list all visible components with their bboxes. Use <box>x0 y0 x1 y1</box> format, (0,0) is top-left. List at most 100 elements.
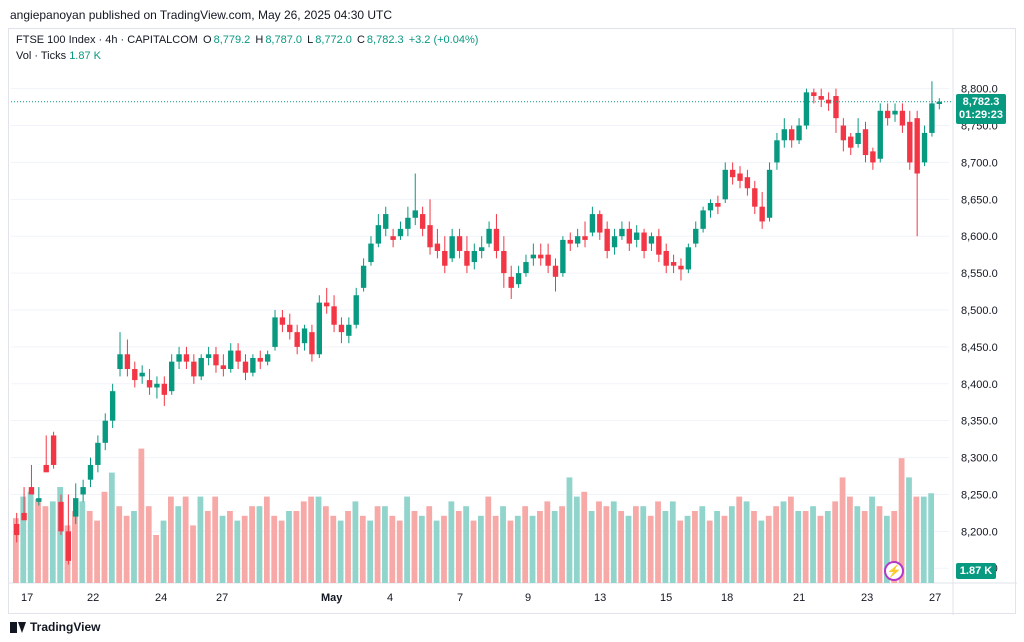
volume-bar <box>463 506 470 583</box>
volume-bar <box>278 520 285 583</box>
candle-body <box>95 442 101 465</box>
candle-body <box>574 236 581 244</box>
y-tick-label: 8,400.0 <box>961 379 998 391</box>
candle-body <box>434 243 441 251</box>
candle-body <box>825 99 832 104</box>
x-tick-label: 15 <box>660 592 672 604</box>
candle-body <box>833 96 839 119</box>
volume-bar <box>271 515 278 583</box>
volume-legend[interactable]: Vol · Ticks 1.87 K <box>16 50 101 62</box>
volume-bar <box>145 506 152 583</box>
candle-body <box>479 247 485 251</box>
footer-brand[interactable]: TradingView <box>10 620 100 634</box>
y-tick-label: 8,450.0 <box>961 342 998 354</box>
candle-body <box>36 498 42 502</box>
volume-bar <box>537 511 543 583</box>
volume-bar <box>839 477 846 583</box>
symbol-legend[interactable]: FTSE 100 Index · 4h · CAPITALCOM O 8,779.… <box>16 34 480 46</box>
candle-body <box>257 357 263 362</box>
y-tick-label: 8,700.0 <box>961 157 998 169</box>
x-tick-label: 7 <box>457 592 463 604</box>
volume-bar <box>441 515 447 583</box>
candle-body <box>464 250 470 266</box>
y-tick-label: 8,500.0 <box>961 305 998 317</box>
volume-bar <box>581 491 588 583</box>
volume-bar <box>854 506 861 583</box>
volume-bar <box>72 511 78 583</box>
candle-body <box>375 225 382 244</box>
volume-bar <box>168 496 174 583</box>
x-tick-label: 9 <box>525 592 531 604</box>
volume-bar <box>455 511 462 583</box>
candle-body <box>316 302 322 355</box>
candle-body <box>899 110 906 126</box>
volume-bar <box>728 506 735 583</box>
candle-body <box>604 228 610 251</box>
volume-bar <box>263 496 270 583</box>
candle-body <box>169 361 175 392</box>
volume-bar <box>603 506 610 583</box>
candle-body <box>205 354 212 358</box>
candle-body <box>648 236 655 244</box>
candle-body <box>220 365 227 370</box>
candle-body <box>515 273 522 285</box>
candle-body <box>301 328 308 344</box>
chart-pane[interactable]: 8,800.0 8,750.0 8,700.0 8,650.0 8,600.0 8,550… <box>8 28 1017 615</box>
volume-bar <box>190 525 196 583</box>
x-tick-label: 13 <box>594 592 606 604</box>
candle-body <box>493 228 500 251</box>
candle-body <box>936 101 942 104</box>
volume-bar <box>898 458 905 583</box>
candle-body <box>774 140 780 163</box>
candle-body <box>124 354 131 370</box>
candle-body <box>707 203 714 211</box>
volume-bar <box>153 535 160 583</box>
candle-body <box>862 129 869 156</box>
candle-body <box>530 254 537 259</box>
volume-bar <box>94 520 100 583</box>
volume-bar <box>618 511 625 583</box>
candle-body <box>449 236 455 259</box>
change-value: +3.2 (+0.04%) <box>408 34 479 46</box>
candle-body <box>109 391 116 421</box>
candlestick-chart[interactable]: 8,800.08,750.08,700.08,650.08,600.08,550… <box>9 29 1017 615</box>
candle-body <box>73 498 79 517</box>
candle-body <box>641 232 647 251</box>
candle-body <box>213 354 219 366</box>
volume-bar <box>861 511 868 583</box>
candle-body <box>678 265 684 270</box>
candle-body <box>523 262 529 274</box>
volume-bar <box>492 515 499 583</box>
volume-bar <box>197 496 204 583</box>
candle-body <box>752 188 758 207</box>
volume-bar <box>573 496 580 583</box>
candle-body <box>242 361 249 373</box>
x-tick-label: 27 <box>216 592 228 604</box>
x-tick-label: 23 <box>861 592 873 604</box>
volume-bar <box>35 499 41 583</box>
volume-bar <box>876 506 883 583</box>
volume-bar <box>13 518 19 583</box>
volume-bar <box>802 511 809 583</box>
x-tick-label: 17 <box>21 592 33 604</box>
low-label: L <box>307 34 314 46</box>
volume-bar <box>906 477 912 583</box>
close-value: 8,782.3 <box>366 34 404 46</box>
volume-bar <box>758 520 765 583</box>
volume-bar <box>891 511 898 583</box>
flash-icon[interactable]: ⚡ <box>884 561 904 581</box>
volume-bar <box>160 520 167 583</box>
candle-body <box>235 350 241 362</box>
volume-bar <box>411 511 418 583</box>
candle-body <box>272 317 278 347</box>
candle-body <box>117 354 123 370</box>
volume-bar <box>396 520 403 583</box>
candle-body <box>139 372 145 377</box>
volume-bar <box>330 515 337 583</box>
volume-bar <box>212 496 219 583</box>
candle-body <box>338 324 345 333</box>
volume-bar <box>706 520 713 583</box>
footer-brand-text: TradingView <box>30 620 101 634</box>
volume-bar <box>204 511 211 583</box>
tradingview-logo-icon <box>10 621 26 633</box>
